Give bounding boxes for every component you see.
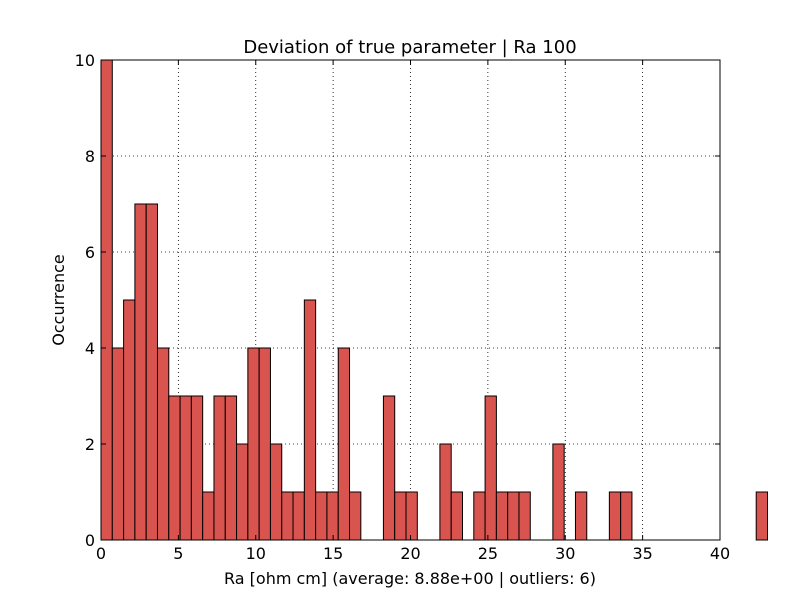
histogram-bar [247,347,260,541]
x-tick-label: 20 [400,544,420,563]
histogram-bar [755,491,769,541]
histogram-bar [156,347,170,541]
x-tick-label: 10 [246,544,266,563]
histogram-bar [269,443,283,541]
histogram-bar [349,491,362,541]
histogram-bar [303,299,317,541]
x-tick-label: 25 [478,544,498,563]
histogram-bar [450,491,463,541]
histogram-bar [281,491,294,541]
histogram-bar [179,395,192,541]
histogram-bar [326,491,339,541]
histogram-bar [134,203,147,541]
histogram-bar [620,491,633,541]
histogram-bar [224,395,238,541]
histogram-bar [315,491,328,541]
y-tick-label: 6 [85,243,95,262]
histogram-bar [507,491,520,541]
x-tick-label: 30 [555,544,575,563]
histogram-bar [552,443,565,541]
histogram-bar [608,491,622,541]
histogram-bar [168,395,181,541]
histogram-bar [111,347,125,541]
histogram-bar [484,395,497,541]
x-tick-label: 15 [323,544,343,563]
histogram-bar [190,395,204,541]
histogram-bar [518,491,531,541]
histogram-bar [145,203,158,541]
histogram-bar [473,491,486,541]
histogram-bar [202,491,215,541]
histogram-bar [213,395,226,541]
x-tick-label: 0 [96,544,106,563]
histogram-bar [123,299,136,541]
x-axis-label: Ra [ohm cm] (average: 8.88e+00 | outlier… [224,569,596,588]
y-axis-label: Occurrence [49,254,68,345]
histogram-bar [292,491,305,541]
x-tick-label: 35 [632,544,652,563]
histogram-bar [236,443,249,541]
histogram-bar [394,491,407,541]
histogram-bar [100,59,113,541]
bars-layer [100,59,769,541]
y-tick-label: 10 [75,51,95,70]
y-tick-label: 2 [85,435,95,454]
ticks-layer: 0 5 10 15 20 25 30 35 40 0 2 4 6 8 10 [75,51,731,563]
x-tick-label: 40 [710,544,730,563]
histogram-bar [382,395,396,541]
y-tick-label: 0 [85,531,95,550]
histogram-bar [337,347,351,541]
chart-title: Deviation of true parameter | Ra 100 [243,37,576,58]
y-tick-label: 4 [85,339,95,358]
histogram-bar [258,347,271,541]
histogram-bar [405,491,418,541]
histogram-bar [439,443,452,541]
histogram-bar [495,491,509,541]
y-tick-label: 8 [85,147,95,166]
histogram-bar [574,491,588,541]
grid-layer [101,60,720,540]
x-tick-label: 5 [173,544,183,563]
